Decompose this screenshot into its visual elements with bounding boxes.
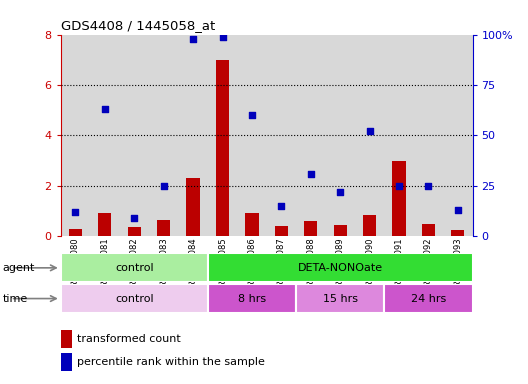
Text: GDS4408 / 1445058_at: GDS4408 / 1445058_at bbox=[61, 19, 215, 32]
Text: 15 hrs: 15 hrs bbox=[323, 293, 357, 304]
Point bbox=[159, 183, 168, 189]
Bar bbox=[208, 284, 296, 313]
Bar bbox=[128, 227, 141, 236]
Bar bbox=[275, 226, 288, 236]
Bar bbox=[267, 35, 296, 236]
Bar bbox=[384, 35, 414, 236]
Bar bbox=[98, 214, 111, 236]
Bar bbox=[384, 284, 473, 313]
Bar bbox=[208, 253, 473, 282]
Text: 24 hrs: 24 hrs bbox=[411, 293, 446, 304]
Bar bbox=[325, 35, 355, 236]
Bar bbox=[69, 228, 82, 236]
Text: percentile rank within the sample: percentile rank within the sample bbox=[77, 357, 265, 367]
Bar bbox=[334, 225, 347, 236]
Bar bbox=[186, 178, 200, 236]
Point bbox=[307, 170, 315, 177]
Bar bbox=[304, 221, 317, 236]
Point bbox=[336, 189, 344, 195]
Point bbox=[277, 203, 286, 209]
Point bbox=[424, 183, 432, 189]
Bar bbox=[296, 284, 384, 313]
Bar bbox=[237, 35, 267, 236]
Bar bbox=[119, 35, 149, 236]
Bar bbox=[296, 35, 325, 236]
Text: 8 hrs: 8 hrs bbox=[238, 293, 266, 304]
Bar bbox=[355, 35, 384, 236]
Point bbox=[101, 106, 109, 112]
Point bbox=[189, 36, 197, 42]
Bar bbox=[422, 223, 435, 236]
Point bbox=[248, 112, 256, 118]
Bar bbox=[208, 35, 237, 236]
Text: agent: agent bbox=[3, 263, 35, 273]
Bar bbox=[149, 35, 178, 236]
Bar bbox=[443, 35, 473, 236]
Bar bbox=[90, 35, 119, 236]
Point bbox=[218, 33, 227, 40]
Text: control: control bbox=[115, 293, 154, 304]
Point bbox=[454, 207, 462, 213]
Text: transformed count: transformed count bbox=[77, 334, 180, 344]
Bar bbox=[392, 161, 406, 236]
Bar bbox=[61, 253, 208, 282]
Point bbox=[395, 183, 403, 189]
Bar bbox=[451, 230, 465, 236]
Bar bbox=[363, 215, 376, 236]
Bar bbox=[61, 35, 90, 236]
Bar bbox=[414, 35, 443, 236]
Point bbox=[130, 215, 138, 221]
Text: DETA-NONOate: DETA-NONOate bbox=[298, 263, 383, 273]
Bar bbox=[246, 214, 259, 236]
Bar bbox=[178, 35, 208, 236]
Point bbox=[71, 209, 80, 215]
Text: time: time bbox=[3, 293, 28, 304]
Bar bbox=[157, 220, 171, 236]
Bar bbox=[61, 284, 208, 313]
Point bbox=[365, 128, 374, 134]
Bar bbox=[216, 60, 229, 236]
Text: control: control bbox=[115, 263, 154, 273]
